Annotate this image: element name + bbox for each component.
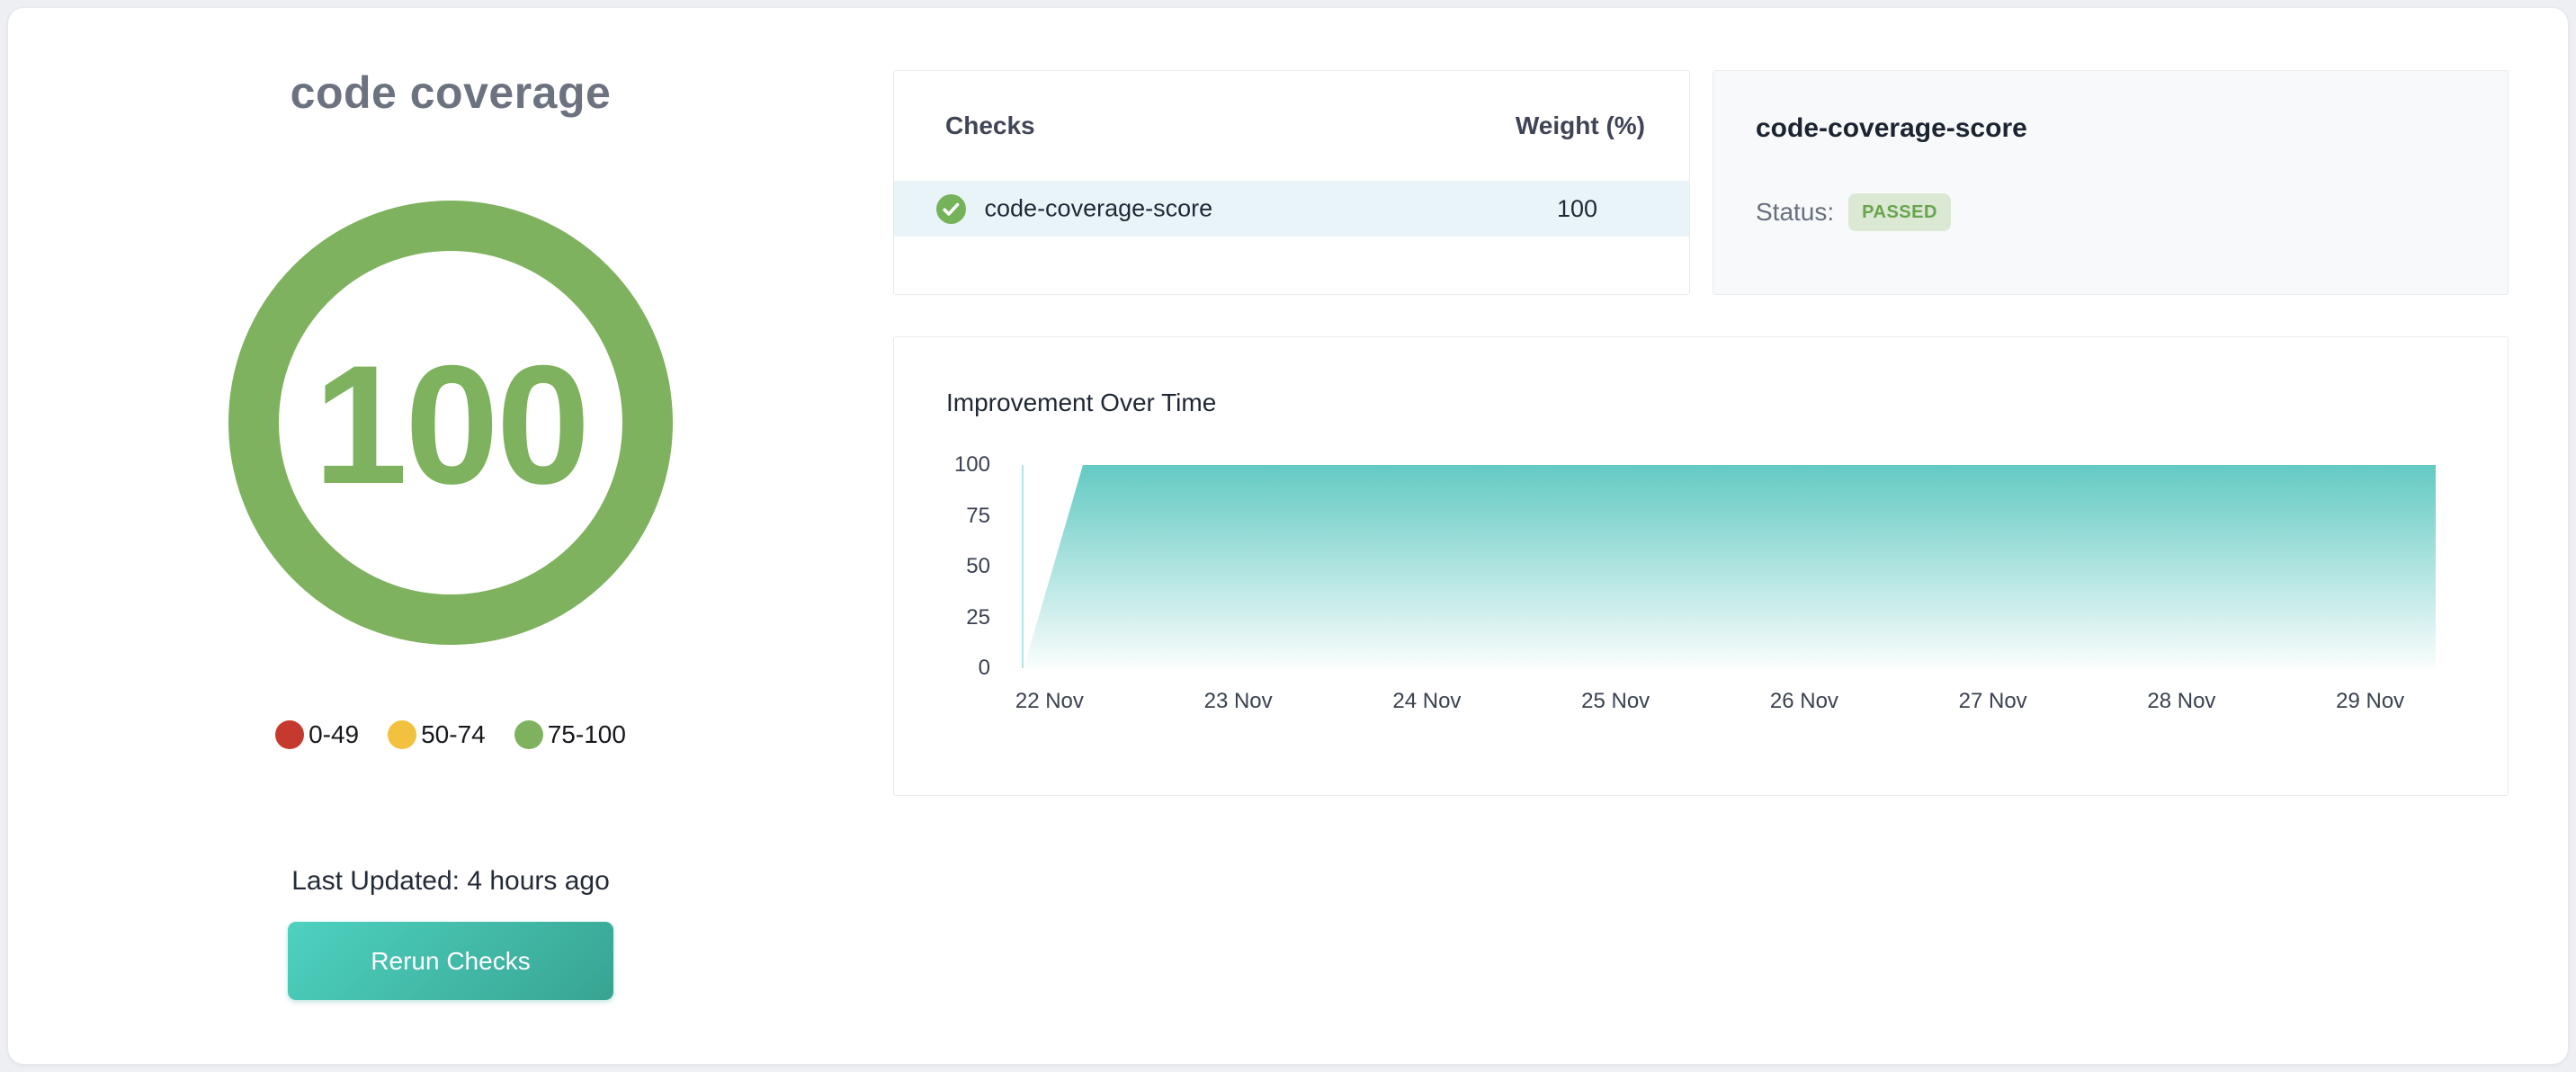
status-label: Status:: [1756, 198, 1835, 226]
score-legend: 0-49 50-74 75-100: [275, 720, 626, 749]
table-header-row: Checks Weight (%): [894, 71, 1689, 181]
x-axis-labels: 22 Nov 23 Nov 24 Nov 25 Nov 26 Nov 27 Nov 28 N…: [1015, 689, 2436, 718]
table-row[interactable]: code-coverage-score 100: [894, 181, 1689, 237]
checks-column-header: Checks: [945, 112, 1035, 139]
legend-dot-icon: [275, 720, 305, 749]
legend-item: 50-74: [388, 720, 486, 749]
y-axis-label: 100: [953, 452, 990, 477]
x-axis-label: 26 Nov: [1769, 689, 1838, 713]
chart-title: Improvement Over Time: [946, 389, 1217, 416]
legend-dot-icon: [514, 720, 543, 749]
top-row: Checks Weight (%): [893, 70, 2509, 295]
legend-label: 75-100: [547, 720, 626, 748]
weight-column-header: Weight (%): [1515, 112, 1645, 139]
checks-table: Checks Weight (%): [894, 71, 1689, 237]
y-axis-label: 50: [966, 554, 990, 578]
status-badge: PASSED: [1848, 193, 1951, 231]
legend-label: 50-74: [421, 720, 486, 748]
score-gauge: 100: [228, 201, 673, 645]
improvement-chart: 0 25 50 75 100 22 Nov 23 Nov 24 Nov 25 Nov 26 N: [946, 454, 2508, 712]
area-series: [1024, 465, 2436, 668]
page-title: code coverage: [290, 67, 612, 118]
y-axis-label: 25: [966, 604, 990, 630]
check-detail-title: code-coverage-score: [1756, 113, 2027, 143]
legend-label: 0-49: [309, 720, 360, 748]
x-axis-label: 29 Nov: [2336, 689, 2405, 713]
improvement-chart-card: Improvement Over Time 0 25 50 75 100: [893, 336, 2509, 796]
last-updated-text: Last Updated: 4 hours ago: [291, 866, 610, 896]
check-circle-icon: [936, 193, 966, 224]
legend-item: 0-49: [275, 720, 359, 749]
x-axis-label: 28 Nov: [2147, 689, 2216, 713]
y-axis-label: 75: [966, 503, 990, 528]
check-weight: 100: [1556, 194, 1597, 222]
legend-dot-icon: [388, 720, 417, 749]
check-name: code-coverage-score: [984, 194, 1213, 222]
check-name-cell: code-coverage-score: [894, 181, 1409, 237]
checks-table-card: Checks Weight (%): [893, 70, 1690, 295]
y-axis-label: 0: [978, 656, 990, 680]
main-card: code coverage 100 0-49 50-74 75-100 Last U…: [7, 7, 2569, 1065]
legend-item: 75-100: [514, 720, 626, 749]
details-panel: Checks Weight (%): [893, 8, 2568, 1064]
x-axis-label: 27 Nov: [1958, 689, 2027, 713]
x-axis-label: 22 Nov: [1015, 689, 1084, 713]
status-line: Status: PASSED: [1756, 193, 2508, 231]
score-panel: code coverage 100 0-49 50-74 75-100 Last U…: [8, 8, 893, 1064]
x-axis-label: 23 Nov: [1203, 689, 1273, 713]
score-value: 100: [313, 330, 591, 519]
y-axis-labels: 0 25 50 75 100: [946, 454, 1022, 679]
check-detail-card: code-coverage-score Status: PASSED: [1713, 70, 2509, 295]
rerun-checks-button[interactable]: Rerun Checks: [288, 922, 613, 1000]
x-axis-label: 24 Nov: [1392, 689, 1462, 713]
x-axis-label: 25 Nov: [1581, 689, 1650, 713]
plot-area: 22 Nov 23 Nov 24 Nov 25 Nov 26 Nov 27 Nov 28 N…: [1015, 465, 2436, 712]
